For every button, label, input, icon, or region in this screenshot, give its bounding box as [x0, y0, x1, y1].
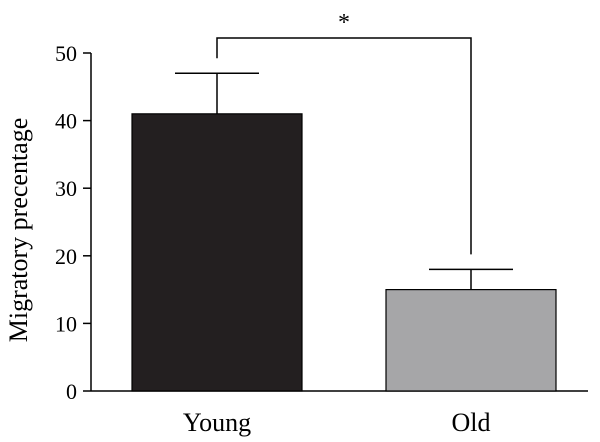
bar-young [131, 113, 303, 392]
y-tick-label-2: 20 [55, 244, 77, 269]
y-tick-label-0: 0 [66, 379, 77, 404]
y-tick-label-3: 30 [55, 176, 77, 201]
y-tick-label-5: 50 [55, 41, 77, 66]
x-tick-label-old: Old [452, 408, 491, 437]
plot-area: 0 10 20 30 40 50 Young Old * [55, 10, 588, 437]
y-axis-label: Migratory precentage [4, 118, 33, 343]
bar-old [385, 289, 557, 392]
x-tick-label-young: Young [183, 408, 251, 437]
y-tick-label-1: 10 [55, 311, 77, 336]
y-tick-label-4: 40 [55, 109, 77, 134]
significance-asterisk: * [338, 10, 350, 36]
significance-bracket [216, 37, 472, 255]
